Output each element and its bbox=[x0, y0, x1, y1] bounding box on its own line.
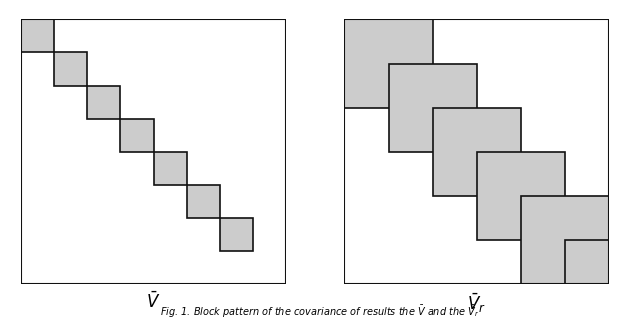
Bar bbox=[154, 152, 187, 185]
Bar bbox=[477, 152, 565, 240]
Bar bbox=[521, 196, 609, 284]
X-axis label: $\bar{V}$: $\bar{V}$ bbox=[147, 291, 161, 312]
Bar bbox=[21, 19, 54, 52]
Bar bbox=[120, 119, 154, 152]
Bar bbox=[344, 19, 433, 108]
Bar bbox=[388, 64, 477, 152]
Text: Fig. 1. Block pattern of the covariance of results the $\bar{V}$ and the $\bar{V: Fig. 1. Block pattern of the covariance … bbox=[160, 304, 480, 320]
Bar bbox=[54, 52, 88, 86]
Bar bbox=[220, 218, 253, 251]
Bar bbox=[187, 185, 220, 218]
Bar bbox=[88, 86, 120, 119]
Bar bbox=[433, 108, 521, 196]
X-axis label: $\bar{V}_r$: $\bar{V}_r$ bbox=[467, 291, 486, 315]
Bar bbox=[565, 240, 640, 323]
